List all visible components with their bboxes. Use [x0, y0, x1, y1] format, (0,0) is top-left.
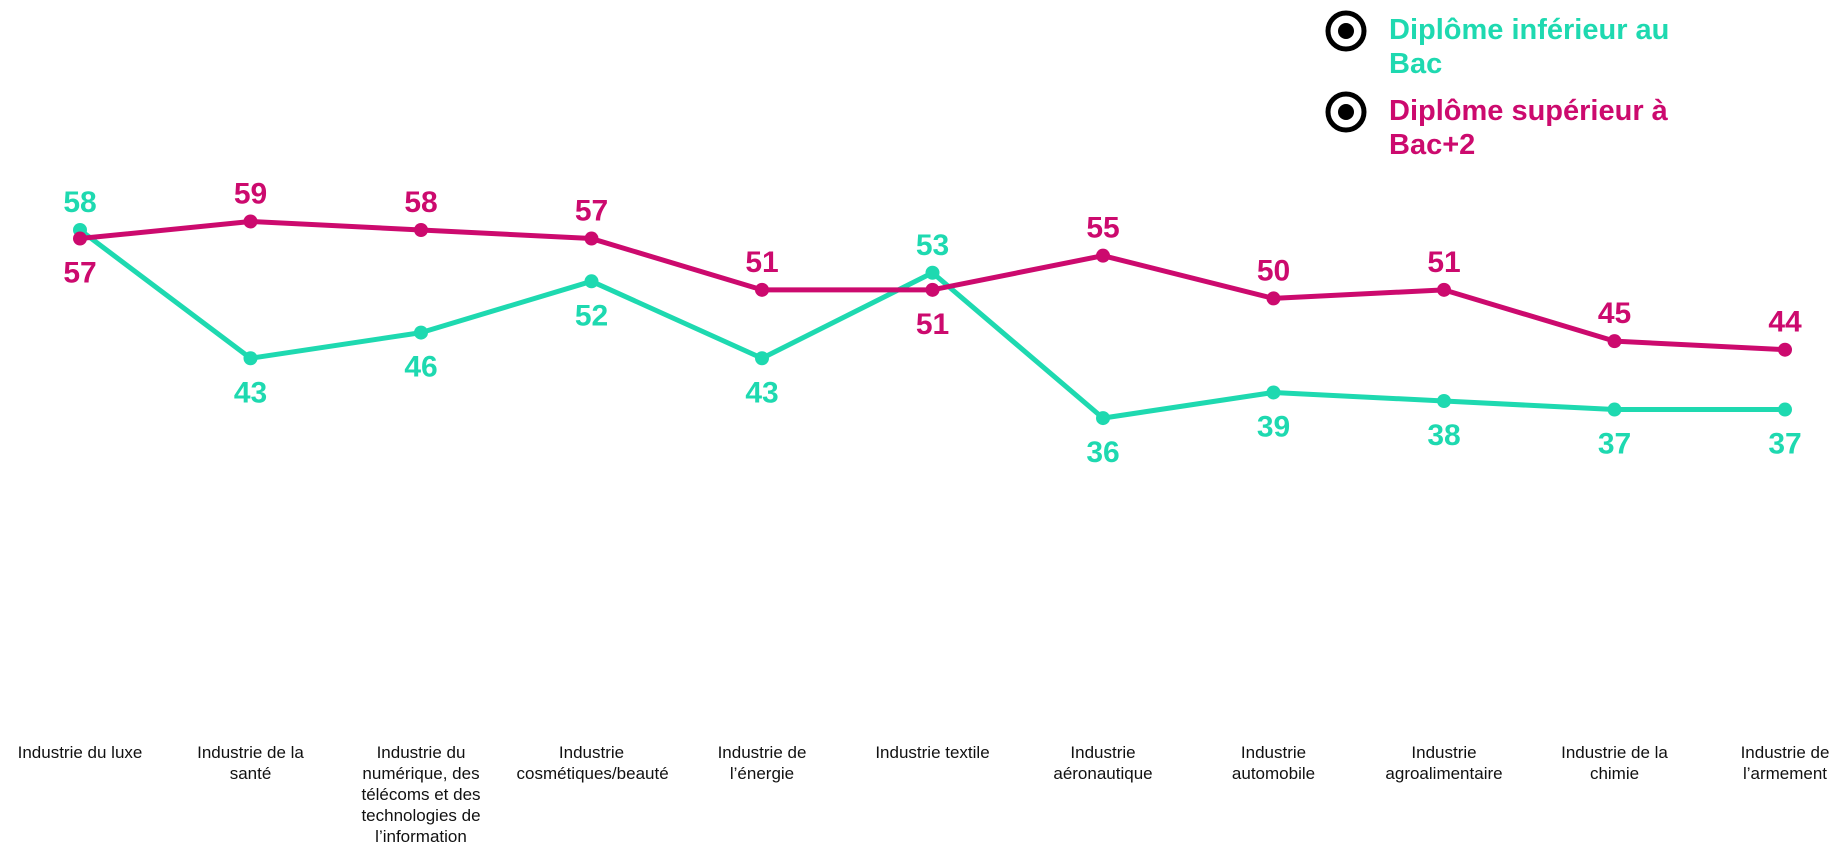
data-label: 50: [1257, 254, 1290, 287]
legend-label-series-1: Diplôme inférieur au Bac: [1389, 14, 1670, 80]
x-tick-label: Industrie automobile: [1231, 743, 1316, 783]
data-point: [1437, 282, 1451, 297]
target-icon: [1325, 91, 1367, 133]
target-icon: [1325, 10, 1367, 52]
data-label: 38: [1427, 419, 1460, 452]
data-label: 53: [916, 229, 949, 262]
data-label: 43: [745, 376, 778, 409]
x-tick-label: Industrie agroalimentaire: [1385, 743, 1503, 783]
data-point: [1778, 402, 1792, 417]
x-tick-label: Industrie de la chimie: [1561, 743, 1668, 783]
data-point: [755, 351, 769, 366]
data-point: [755, 282, 769, 297]
data-label: 58: [63, 186, 96, 219]
data-label: 43: [234, 376, 267, 409]
data-label: 37: [1598, 428, 1631, 461]
x-tick-label: Industrie textile: [875, 743, 990, 762]
data-label: 59: [234, 177, 267, 210]
legend-item-series-1: Diplôme inférieur au Bac: [1325, 10, 1825, 81]
legend-item-series-2: Diplôme supérieur à Bac+2: [1325, 91, 1825, 162]
x-tick-label: Industrie de la santé: [197, 743, 304, 783]
data-point: [1096, 411, 1110, 426]
data-point: [925, 282, 940, 297]
x-tick-label: Industrie cosmétiques/beauté: [516, 743, 669, 783]
data-point: [584, 274, 599, 289]
x-tick-label: Industrie du luxe: [17, 743, 143, 762]
data-point: [925, 265, 940, 280]
data-point: [414, 223, 428, 237]
data-point: [243, 351, 258, 366]
data-label: 51: [745, 246, 778, 279]
data-label: 55: [1086, 212, 1119, 245]
data-label: 44: [1768, 306, 1802, 339]
data-label: 51: [916, 308, 949, 341]
x-tick-label: Industrie aéronautique: [1053, 743, 1153, 783]
data-label: 57: [575, 195, 608, 228]
x-tick-label: Industrie du numérique, des télécoms et …: [361, 743, 481, 846]
data-point: [584, 231, 599, 246]
data-point: [1607, 334, 1622, 349]
data-point: [1266, 385, 1281, 400]
data-label: 36: [1086, 436, 1119, 469]
data-label: 39: [1257, 410, 1290, 443]
data-label: 46: [404, 351, 437, 384]
data-label: 45: [1598, 297, 1631, 330]
data-point: [1096, 248, 1110, 263]
legend-label-series-2: Diplôme supérieur à Bac+2: [1389, 95, 1668, 161]
data-label: 52: [575, 299, 608, 332]
x-tick-label: Industrie de l’énergie: [717, 743, 807, 783]
data-point: [1266, 291, 1281, 306]
data-label: 57: [63, 257, 96, 290]
data-label: 37: [1768, 428, 1801, 461]
data-point: [1778, 342, 1792, 357]
data-label: 51: [1427, 246, 1460, 279]
legend: Diplôme inférieur au Bac Diplôme supérie…: [1325, 10, 1825, 172]
x-tick-label: Industrie de l’armement: [1740, 743, 1830, 783]
data-point: [73, 231, 87, 246]
data-point: [414, 325, 428, 340]
data-label: 58: [404, 186, 437, 219]
data-point: [243, 214, 258, 229]
data-point: [1437, 394, 1451, 408]
data-point: [1607, 402, 1622, 417]
